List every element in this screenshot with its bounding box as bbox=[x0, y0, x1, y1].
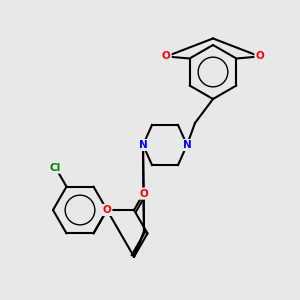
Text: O: O bbox=[103, 205, 111, 215]
Text: O: O bbox=[162, 52, 171, 61]
Text: O: O bbox=[139, 189, 148, 199]
Text: N: N bbox=[139, 140, 147, 150]
Text: O: O bbox=[255, 52, 264, 61]
Text: N: N bbox=[183, 140, 191, 150]
Text: Cl: Cl bbox=[50, 163, 61, 172]
